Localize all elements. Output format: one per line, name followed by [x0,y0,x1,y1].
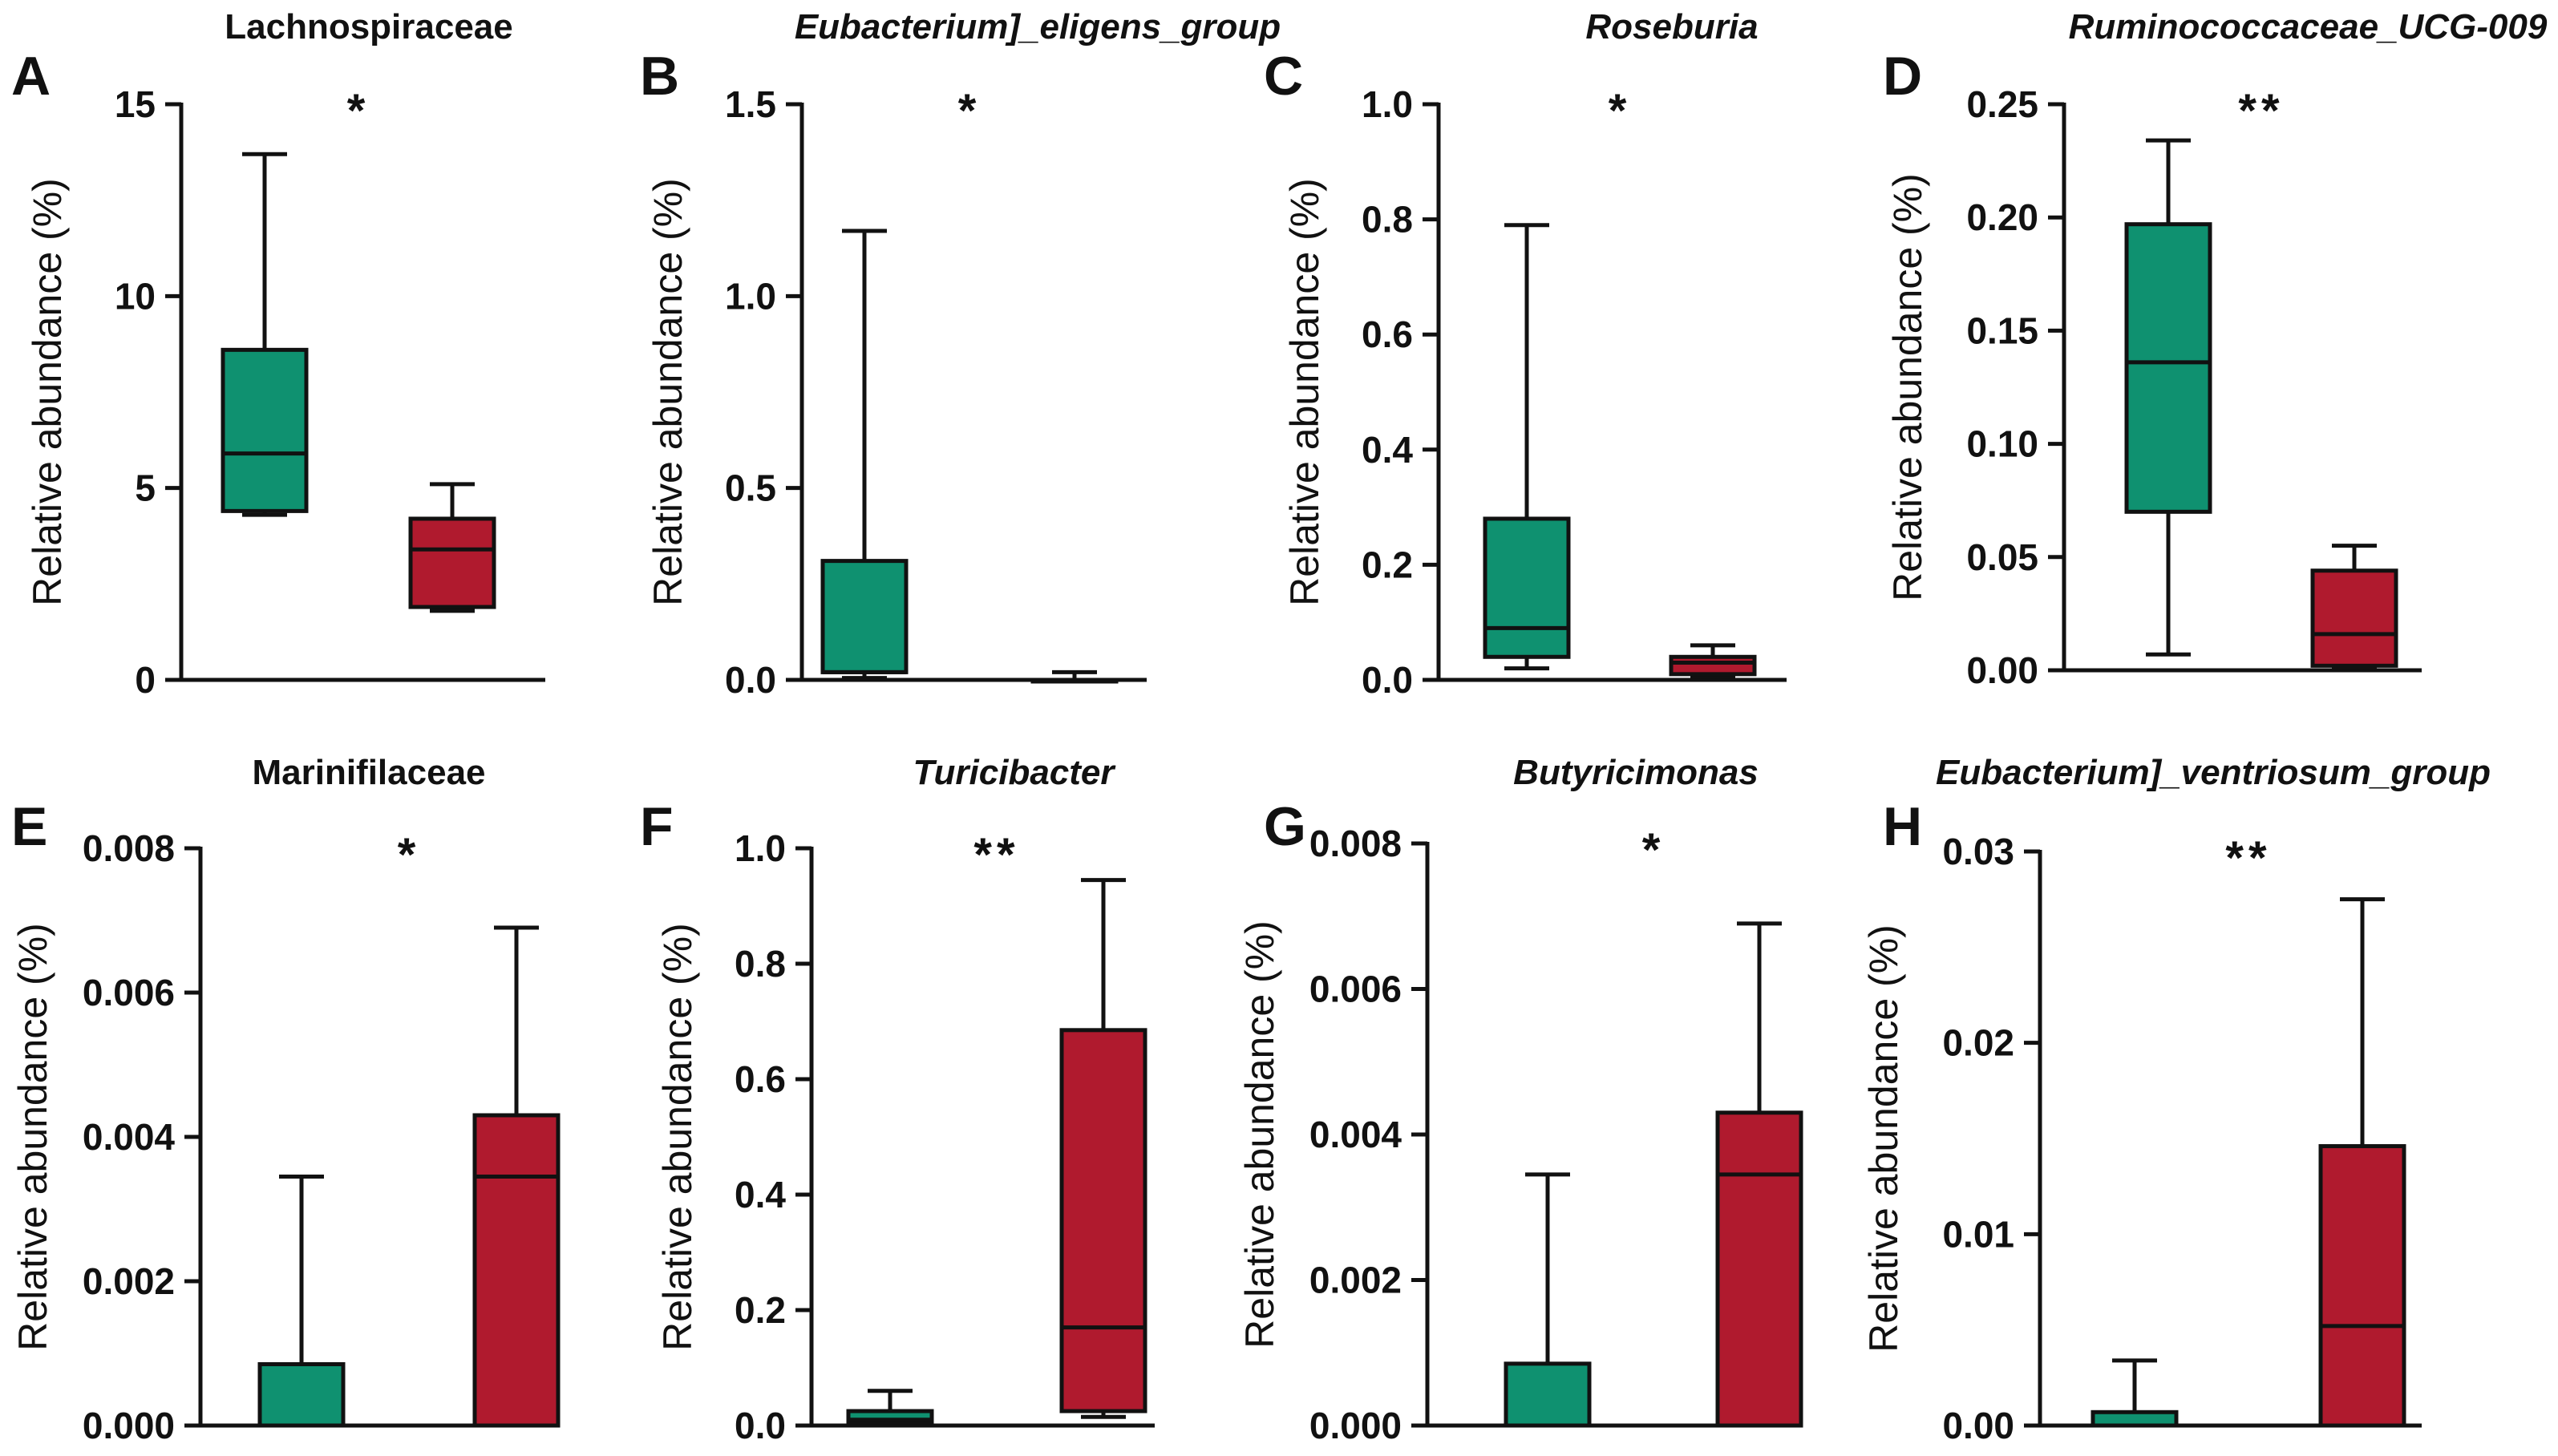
y-tick-label-c-4: 0.8 [1362,199,1413,241]
panel-title-f: Turicibacter [913,753,1116,792]
y-tick-label-g-0: 0.000 [1309,1405,1402,1446]
box-g-green [1504,1361,1592,1428]
box-c-green [1483,516,1571,659]
y-tick-label-c-1: 0.2 [1362,544,1413,585]
y-axis-label-f: Relative abundance (%) [655,923,700,1351]
y-tick-label-e-4: 0.008 [83,827,175,869]
panel-letter-c: C [1264,46,1303,107]
significance-a: * [347,85,370,137]
panel-title-e: Marinifilaceae [252,753,485,792]
box-b-green [820,559,909,674]
y-tick-label-c-3: 0.6 [1362,313,1413,355]
box-a-red [408,516,496,609]
y-tick-label-c-2: 0.4 [1362,429,1413,471]
panel-letter-a: A [11,46,51,107]
y-tick-label-b-2: 1.0 [725,275,776,317]
significance-b: * [958,85,982,137]
y-tick-label-d-5: 0.25 [1966,83,2038,125]
panel-letter-d: D [1883,46,1922,107]
y-tick-label-f-0: 0.0 [735,1405,786,1446]
y-tick-label-h-1: 0.01 [1942,1213,2014,1255]
y-axis-label-a: Relative abundance (%) [25,178,70,606]
y-tick-label-f-5: 1.0 [735,827,786,869]
significance-h: ** [2225,832,2271,884]
y-tick-label-f-2: 0.4 [735,1174,786,1215]
significance-d: ** [2238,85,2284,137]
panel-title-g: Butyricimonas [1513,753,1759,792]
y-tick-label-h-3: 0.03 [1942,831,2014,872]
panel-letter-h: H [1883,796,1922,857]
box-f-red [1059,1028,1147,1414]
significance-e: * [398,829,421,881]
panel-letter-b: B [640,46,679,107]
y-tick-label-g-3: 0.006 [1309,969,1402,1010]
y-axis-label-b: Relative abundance (%) [646,178,690,606]
significance-c: * [1609,85,1632,137]
y-tick-label-g-2: 0.004 [1309,1114,1402,1155]
y-tick-label-d-1: 0.05 [1966,536,2038,578]
box-e-red [472,1113,561,1428]
y-tick-label-f-1: 0.2 [735,1289,786,1331]
y-axis-label-g: Relative abundance (%) [1237,920,1282,1349]
y-axis-label-c: Relative abundance (%) [1282,178,1327,606]
y-tick-label-a-1: 5 [135,467,156,509]
panel-letter-f: F [640,796,674,857]
significance-g: * [1642,824,1666,876]
box-d-green [2124,222,2212,514]
panel-title-a: Lachnospiraceae [225,7,513,47]
box-e-green [257,1362,346,1428]
y-tick-label-b-3: 1.5 [725,83,776,125]
panel-title-c: Roseburia [1585,7,1758,47]
y-axis-label-h: Relative abundance (%) [1861,924,1906,1353]
y-tick-label-d-3: 0.15 [1966,309,2038,351]
box-d-red [2310,568,2398,668]
panel-title-d: Ruminococcaceae_UCG-009 [2069,7,2548,47]
significance-f: ** [973,829,1019,881]
y-tick-label-h-2: 0.02 [1942,1022,2014,1064]
panel-letter-e: E [11,796,47,857]
box-g-red [1715,1110,1803,1428]
y-tick-label-d-2: 0.10 [1966,423,2038,465]
y-tick-label-f-3: 0.6 [735,1058,786,1100]
box-c-red [1669,654,1757,677]
panel-letter-g: G [1264,796,1306,857]
y-tick-label-d-0: 0.00 [1966,649,2038,691]
y-tick-label-d-4: 0.20 [1966,196,2038,238]
y-tick-label-c-0: 0.0 [1362,659,1413,701]
box-a-green [221,347,309,513]
panel-title-b: Eubacterium]_eligens_group [795,7,1281,47]
y-tick-label-f-4: 0.8 [735,943,786,985]
panel-title-h: Eubacterium]_ventriosum_group [1936,753,2491,792]
y-axis-label-d: Relative abundance (%) [1885,173,1930,601]
y-tick-label-h-0: 0.00 [1942,1405,2014,1446]
y-tick-label-e-2: 0.004 [83,1116,176,1158]
box-h-red [2318,1144,2406,1428]
y-axis-label-e: Relative abundance (%) [10,923,55,1351]
y-tick-label-b-1: 0.5 [725,467,776,509]
y-tick-label-e-1: 0.002 [83,1260,175,1302]
box-h-green [2091,1409,2179,1428]
y-tick-label-g-4: 0.008 [1309,823,1402,864]
y-tick-label-g-1: 0.002 [1309,1260,1402,1301]
y-tick-label-a-2: 10 [115,275,156,317]
y-tick-label-c-5: 1.0 [1362,83,1413,125]
y-tick-label-e-0: 0.000 [83,1405,175,1446]
y-tick-label-a-3: 15 [115,83,156,125]
y-tick-label-b-0: 0.0 [725,659,776,701]
y-tick-label-a-0: 0 [135,659,156,701]
y-tick-label-e-3: 0.006 [83,972,175,1013]
